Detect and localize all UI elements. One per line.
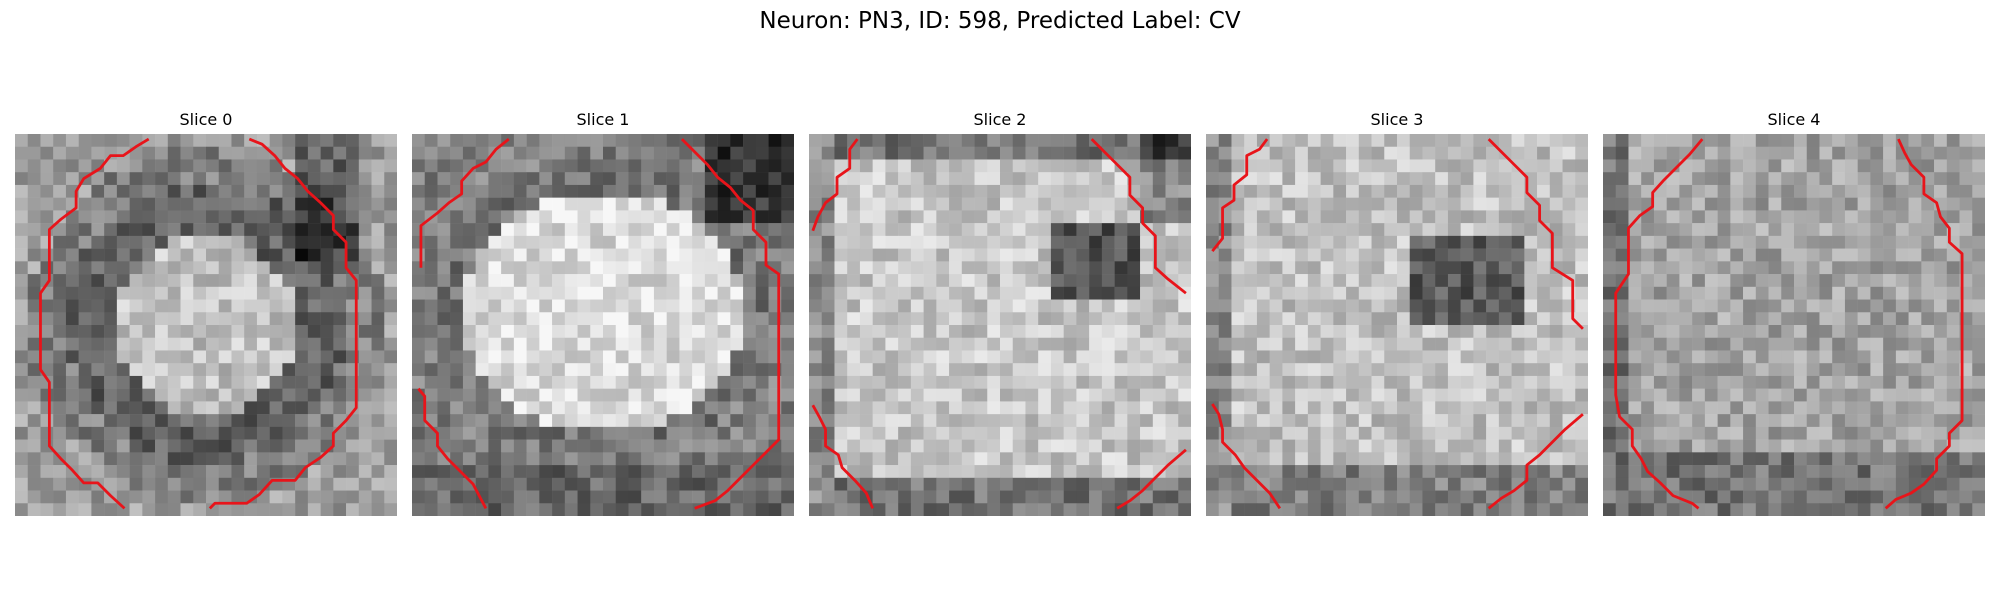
slice-image — [1603, 134, 1985, 516]
slice-title: Slice 4 — [1767, 110, 1821, 129]
slice-panel-0: Slice 0 — [15, 108, 397, 516]
contour-line — [208, 137, 358, 510]
slice-title: Slice 2 — [973, 110, 1027, 129]
slice-title: Slice 3 — [1370, 110, 1424, 129]
slice-image — [15, 134, 397, 516]
contour-line — [1116, 448, 1187, 510]
contour-line — [811, 404, 874, 509]
contour-line — [417, 387, 488, 510]
contour-line — [680, 138, 781, 510]
contour-line — [39, 137, 150, 510]
figure-title: Neuron: PN3, ID: 598, Predicted Label: C… — [759, 8, 1241, 34]
contour-line — [811, 138, 859, 232]
contour-line — [1211, 138, 1269, 253]
contour-line — [1614, 138, 1704, 510]
contour-line — [1884, 138, 1964, 510]
slice-image — [1206, 134, 1588, 516]
slice-title: Slice 0 — [179, 110, 233, 129]
slice-panel-2: Slice 2 — [809, 108, 1191, 516]
slice-title: Slice 1 — [576, 110, 630, 129]
slice-panel-1: Slice 1 — [412, 108, 794, 516]
contour-line — [1487, 138, 1584, 330]
contour-line — [1090, 138, 1187, 295]
contour-line — [1487, 413, 1584, 510]
slice-image — [412, 134, 794, 516]
slice-panel-3: Slice 3 — [1206, 108, 1588, 516]
slice-panel-4: Slice 4 — [1603, 108, 1985, 516]
contour-line — [1211, 403, 1282, 510]
slice-image — [809, 134, 1191, 516]
contour-line — [419, 137, 510, 268]
